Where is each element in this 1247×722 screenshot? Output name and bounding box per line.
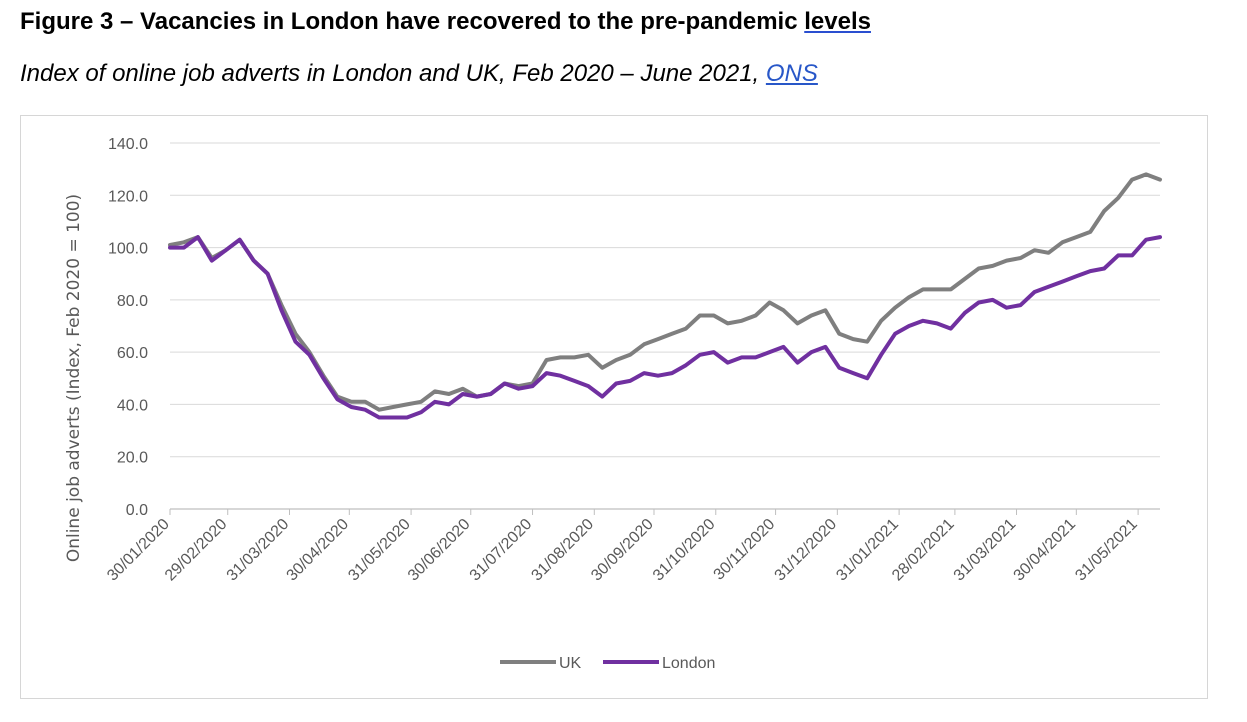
y-tick-label: 100.0	[108, 241, 148, 258]
series-line-london	[168, 235, 1162, 420]
x-axis-ticks: 30/01/202029/02/202031/03/202030/04/2020…	[104, 509, 1141, 584]
chart-frame	[20, 115, 1208, 699]
legend: UK London	[500, 655, 715, 672]
y-axis-ticks: 0.0 20.0 40.0 60.0 80.0 100.0 120.0 140.0	[108, 136, 148, 519]
figure-subtitle: Index of online job adverts in London an…	[20, 60, 818, 88]
series-lines	[168, 172, 1162, 420]
ons-source-link[interactable]: ONS	[765, 60, 818, 87]
x-tick-label: 30/11/2020	[711, 516, 779, 584]
figure-title-text: Figure 3 – Vacancies in London have reco…	[20, 8, 805, 35]
x-tick-label: 31/08/2020	[528, 516, 597, 585]
x-tick-label: 31/10/2020	[650, 516, 719, 585]
y-tick-label: 60.0	[117, 345, 148, 362]
y-tick-label: 0.0	[126, 502, 148, 519]
x-tick-label: 30/04/2020	[283, 516, 352, 585]
x-tick-label: 31/05/2020	[345, 516, 414, 585]
x-tick-label: 30/06/2020	[405, 516, 474, 585]
figure-subtitle-text: Index of online job adverts in London an…	[20, 60, 766, 87]
figure-title: Figure 3 – Vacancies in London have reco…	[20, 8, 871, 36]
x-tick-label: 31/12/2020	[772, 516, 841, 585]
y-tick-label: 40.0	[117, 397, 148, 414]
legend-label-london: London	[662, 655, 715, 672]
y-tick-label: 20.0	[117, 450, 148, 467]
y-axis-label: Online job adverts (Index, Feb 2020 = 10…	[64, 194, 84, 562]
gridlines	[170, 142, 1160, 458]
y-tick-label: 140.0	[108, 136, 148, 153]
legend-label-uk: UK	[559, 655, 582, 672]
figure-title-underlined-word: levels	[804, 8, 871, 35]
x-tick-label: 31/07/2020	[467, 516, 536, 585]
x-tick-label: 31/03/2020	[224, 516, 293, 585]
x-tick-label: 29/02/2020	[162, 516, 231, 585]
x-tick-label: 30/04/2021	[1011, 516, 1080, 585]
x-tick-label: 30/09/2020	[588, 516, 657, 585]
y-tick-label: 80.0	[117, 293, 148, 310]
y-tick-label: 120.0	[108, 188, 148, 205]
x-tick-label: 31/05/2021	[1072, 516, 1141, 585]
x-tick-label: 31/03/2021	[951, 516, 1020, 585]
